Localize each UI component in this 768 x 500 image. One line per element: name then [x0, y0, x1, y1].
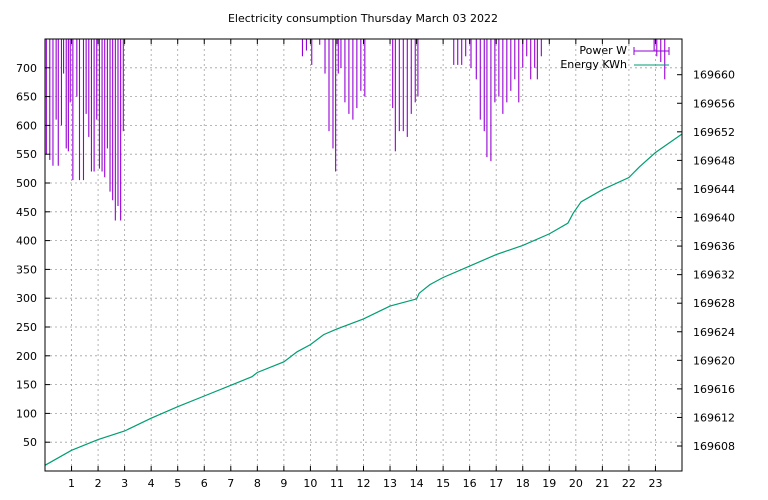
y-right-tick-label: 169632: [693, 269, 735, 282]
y-right-tick-label: 169620: [693, 354, 735, 367]
x-tick-label: 19: [542, 477, 556, 490]
y-right-tick-label: 169648: [693, 154, 735, 167]
y-right-tick-label: 169628: [693, 297, 735, 310]
x-tick-label: 11: [330, 477, 344, 490]
legend-label-energy: Energy KWh: [560, 58, 627, 71]
y-left-tick-label: 400: [16, 235, 37, 248]
y-left-tick-label: 500: [16, 177, 37, 190]
x-tick-label: 8: [254, 477, 261, 490]
y-left-tick-label: 550: [16, 148, 37, 161]
y-left-tick-label: 350: [16, 263, 37, 276]
x-tick-label: 21: [595, 477, 609, 490]
y-right-tick-label: 169624: [693, 326, 735, 339]
legend-label-power: Power W: [579, 44, 627, 57]
x-tick-label: 14: [410, 477, 424, 490]
legend: Power W Energy KWh: [560, 44, 670, 71]
y-left-tick-label: 450: [16, 206, 37, 219]
y-left-tick-label: 100: [16, 407, 37, 420]
power-series: [45, 39, 666, 221]
y-right-tick-label: 169608: [693, 440, 735, 453]
energy-line: [44, 133, 683, 466]
y-right-tick-label: 169616: [693, 383, 735, 396]
axes: 1 2 3 4 5 6 7 8 9 10 11 12 13 14 15 16 17 18 19 20 21 22 23501…: [16, 39, 735, 490]
x-tick-label: 2: [95, 477, 102, 490]
x-tick-label: 10: [303, 477, 317, 490]
y-left-tick-label: 700: [16, 62, 37, 75]
x-tick-label: 17: [489, 477, 503, 490]
x-tick-label: 20: [569, 477, 583, 490]
y-left-tick-label: 150: [16, 379, 37, 392]
x-tick-label: 23: [648, 477, 662, 490]
y-right-tick-label: 169644: [693, 183, 735, 196]
y-left-tick-label: 300: [16, 292, 37, 305]
x-tick-label: 4: [148, 477, 155, 490]
y-right-tick-label: 169660: [693, 69, 735, 82]
y-left-tick-label: 200: [16, 350, 37, 363]
x-tick-label: 9: [280, 477, 287, 490]
y-right-tick-label: 169656: [693, 97, 735, 110]
x-tick-label: 5: [174, 477, 181, 490]
y-left-tick-label: 600: [16, 119, 37, 132]
x-tick-label: 16: [463, 477, 477, 490]
x-tick-label: 18: [516, 477, 530, 490]
y-left-tick-label: 650: [16, 91, 37, 104]
x-tick-label: 13: [383, 477, 397, 490]
y-right-tick-label: 169652: [693, 126, 735, 139]
x-tick-label: 15: [436, 477, 450, 490]
grid-lines: [45, 39, 682, 471]
y-right-tick-label: 169636: [693, 240, 735, 253]
x-tick-label: 3: [121, 477, 128, 490]
x-tick-label: 7: [227, 477, 234, 490]
chart-title: Electricity consumption Thursday March 0…: [228, 12, 498, 25]
y-right-tick-label: 169640: [693, 212, 735, 225]
y-left-tick-label: 250: [16, 321, 37, 334]
y-left-tick-label: 50: [23, 436, 37, 449]
x-tick-label: 12: [357, 477, 371, 490]
y-right-tick-label: 169612: [693, 411, 735, 424]
energy-series: [44, 133, 683, 466]
x-tick-label: 6: [201, 477, 208, 490]
x-tick-label: 22: [622, 477, 636, 490]
x-tick-label: 1: [68, 477, 75, 490]
